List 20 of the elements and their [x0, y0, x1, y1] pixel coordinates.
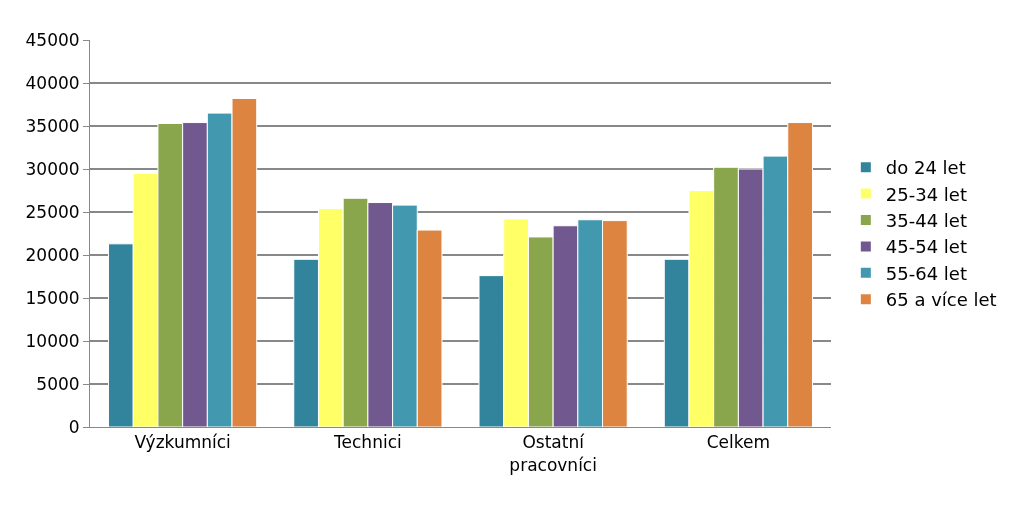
y-tick-label: 35000: [25, 115, 80, 136]
legend-label: 65 a více let: [885, 289, 997, 311]
legend-label: 55-64 let: [885, 262, 967, 284]
y-tick-label: 30000: [25, 158, 80, 179]
y-tick-label: 25000: [25, 201, 80, 222]
legend-label: 35-44 let: [885, 210, 967, 232]
y-tick-label: 10000: [25, 330, 80, 351]
y-tick-label: 5000: [36, 373, 80, 394]
legend-label: 45-54 let: [885, 236, 967, 258]
y-tick-label: 40000: [25, 72, 80, 93]
x-tick-label: Celkem: [706, 432, 771, 453]
y-tick-label: 45000: [25, 29, 80, 50]
x-tick-label: Ostatní pracovníci: [509, 432, 597, 475]
legend-label: 25-34 let: [885, 183, 967, 205]
x-tick-label: Výzkumníci: [134, 432, 231, 453]
legend-label: do 24 let: [885, 157, 966, 179]
y-tick-label: 15000: [25, 287, 80, 308]
y-tick-label: 20000: [25, 244, 80, 265]
y-tick-label: 0: [68, 416, 80, 437]
x-tick-label: Technici: [333, 432, 402, 453]
